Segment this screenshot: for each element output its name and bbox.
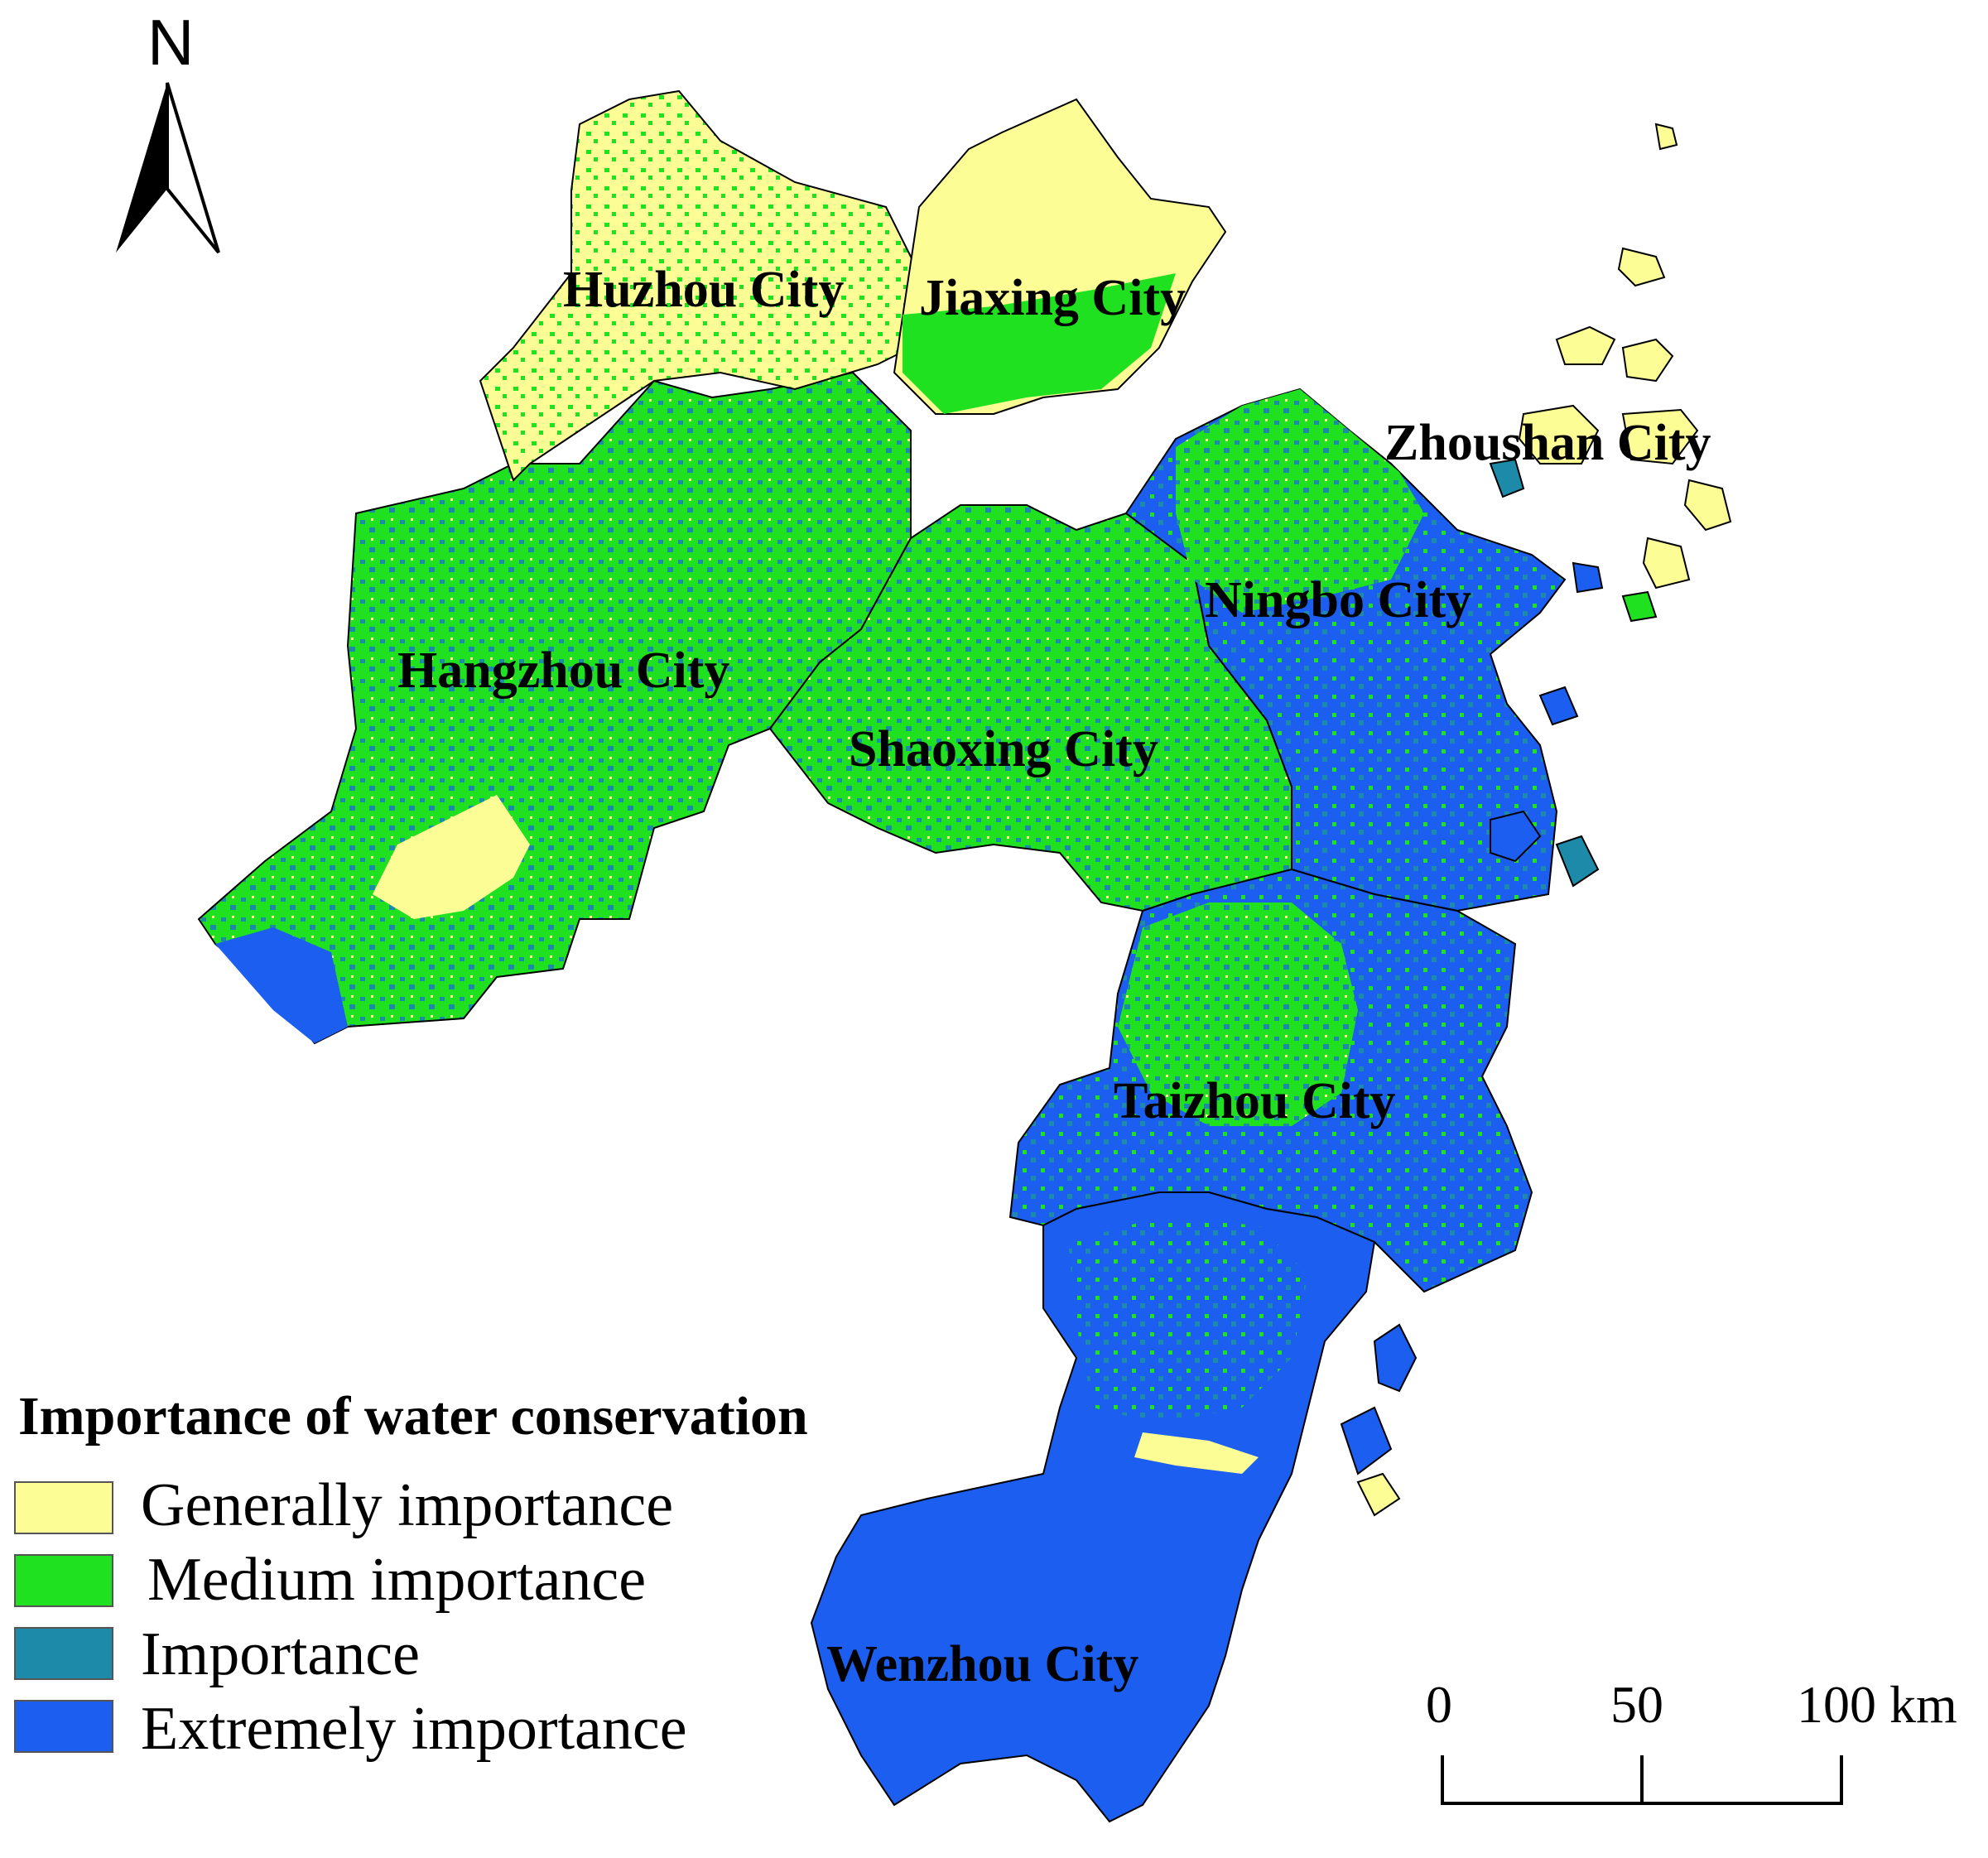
north-label: N [147,6,194,79]
island [1621,408,1699,465]
scale-label-0: 0 [1426,1675,1452,1734]
north-arrow-right-half [166,82,220,254]
island [1518,404,1600,464]
north-arrow: N [116,6,220,254]
city-label-huzhou: Huzhou City [563,262,844,318]
island [1621,338,1674,383]
legend-label-generally: Generally importance [141,1471,673,1539]
city-label-shaoxing: Shaoxing City [849,721,1158,777]
island [1555,835,1600,888]
scale-bar: 0 50 100 km [1426,1675,1957,1805]
island [1340,1406,1393,1475]
map-regions [197,89,1567,1823]
island [1555,325,1616,365]
region-jiaxing-south [903,273,1176,414]
region-taizhou-green [1118,903,1358,1126]
city-label-jiaxing: Jiaxing City [919,270,1186,326]
city-label-taizhou: Taizhou City [1114,1073,1396,1129]
region-wenzhou-yellow-strip [1134,1432,1259,1474]
scale-label-50: 50 [1610,1675,1663,1734]
island [1356,1472,1401,1517]
region-hangzhou-yellow-patch [373,795,530,919]
island [1654,123,1678,151]
island [1489,458,1525,498]
region-ningbo-north [1176,389,1424,613]
legend: Importance of water conservation General… [14,1386,808,1763]
city-labels: Huzhou City Jiaxing City Zhoushan City N… [397,262,1711,1692]
scale-label-100km: 100 km [1797,1675,1957,1734]
region-wenzhou-green [1068,1217,1308,1424]
legend-label-extremely: Extremely importance [141,1695,687,1763]
scale-bar-line [1441,1755,1843,1805]
legend-label-importance: Importance [141,1620,420,1688]
legend-swatch-medium [14,1554,113,1607]
city-label-zhoushan: Zhoushan City [1384,415,1711,471]
island [1621,590,1658,623]
island [1683,479,1732,532]
city-label-wenzhou: Wenzhou City [826,1636,1138,1692]
region-hangzhou [197,371,912,1045]
legend-swatch-importance [14,1627,113,1680]
island [1617,247,1666,287]
north-arrow-left-half [116,83,167,253]
region-hangzhou-blue-patch [215,927,348,1043]
region-huzhou [479,89,921,482]
zhoushan-islands [1340,123,1732,1517]
legend-label-medium: Medium importance [147,1546,646,1614]
island [1572,561,1604,594]
city-label-hangzhou: Hangzhou City [397,643,729,699]
legend-swatch-generally [14,1481,113,1534]
city-label-ningbo: Ningbo City [1205,572,1471,628]
legend-title: Importance of water conservation [18,1386,808,1446]
island [1373,1323,1418,1393]
legend-swatch-extremely [14,1700,113,1753]
island [1642,537,1691,590]
island [1490,810,1542,863]
island [1538,686,1579,726]
